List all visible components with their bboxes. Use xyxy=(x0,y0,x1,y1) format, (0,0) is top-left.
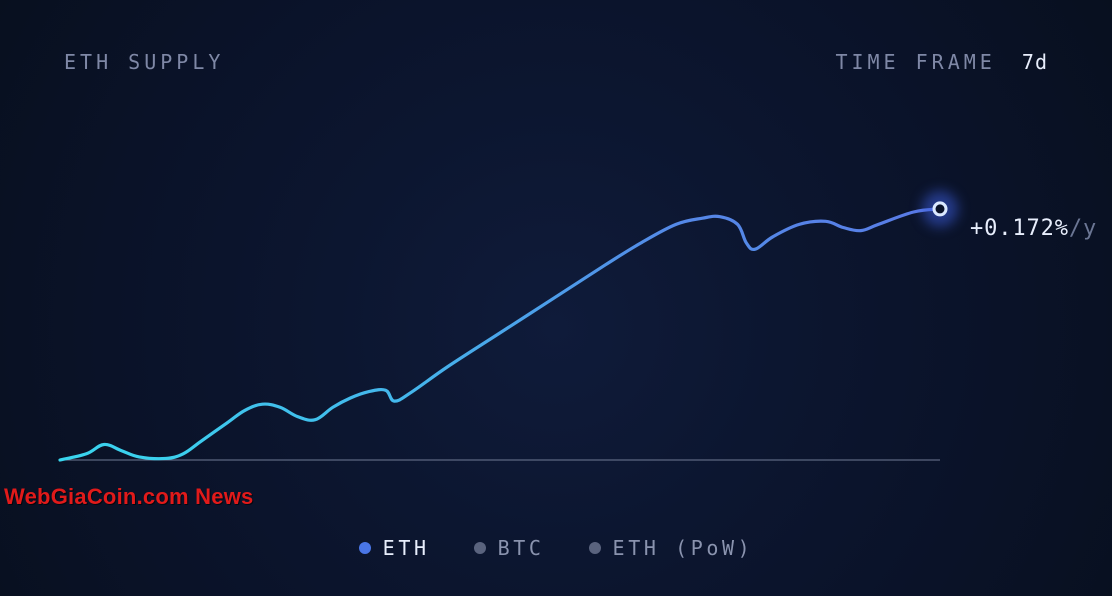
legend-item-eth[interactable]: ETH xyxy=(359,536,430,560)
value-readout-suffix: /y xyxy=(1069,216,1097,241)
chart-title: ETH SUPPLY xyxy=(64,50,224,74)
legend-label: ETH (PoW) xyxy=(613,536,754,560)
legend-dot-eth-pow xyxy=(589,542,601,554)
chart-svg xyxy=(60,150,940,460)
legend-dot-eth xyxy=(359,542,371,554)
timeframe-value: 7d xyxy=(1022,50,1048,74)
timeframe-label: TIME FRAME xyxy=(835,50,995,74)
timeframe-selector[interactable]: TIME FRAME 7d xyxy=(835,50,1048,74)
value-readout-number: +0.172% xyxy=(970,216,1069,241)
legend-label: ETH xyxy=(383,536,430,560)
legend-dot-btc xyxy=(474,542,486,554)
legend-item-eth-pow[interactable]: ETH (PoW) xyxy=(589,536,754,560)
chart-header: ETH SUPPLY TIME FRAME 7d xyxy=(0,50,1112,74)
legend-label: BTC xyxy=(498,536,545,560)
value-readout: +0.172%/y xyxy=(970,216,1097,241)
legend-item-btc[interactable]: BTC xyxy=(474,536,545,560)
supply-line-chart[interactable] xyxy=(60,150,940,460)
chart-legend: ETH BTC ETH (PoW) xyxy=(0,536,1112,560)
supply-line-path xyxy=(60,209,940,460)
line-endpoint-marker xyxy=(934,203,946,215)
watermark-text: WebGiaCoin.com News xyxy=(4,484,254,510)
